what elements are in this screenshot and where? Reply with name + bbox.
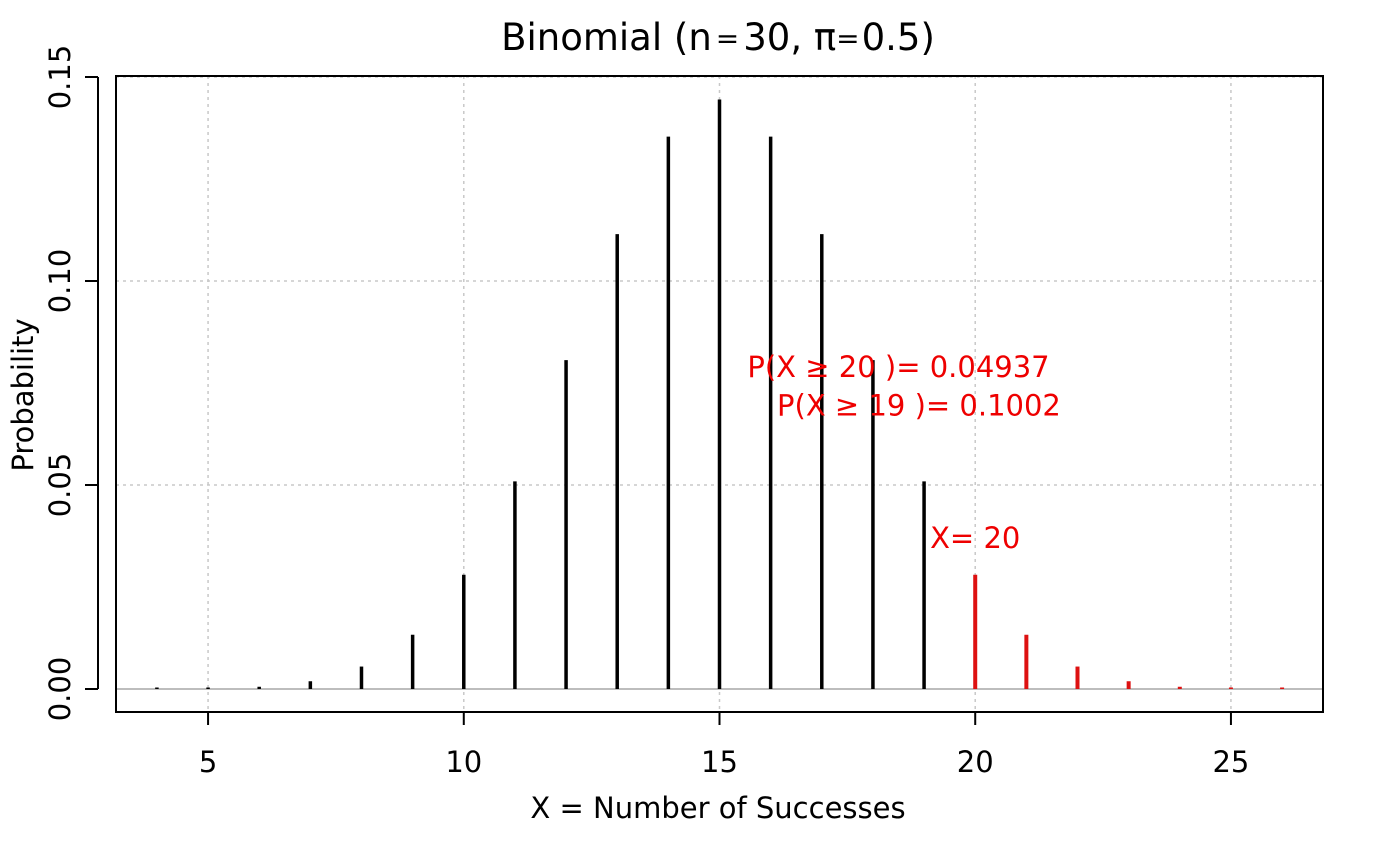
- x-axis-label: X = Number of Successes: [530, 791, 905, 825]
- probability-bars: [155, 99, 1285, 689]
- annotation-x-threshold: X= 20: [930, 521, 1020, 555]
- title-eq2: =: [836, 22, 859, 55]
- y-tick-label: 0.10: [43, 249, 77, 314]
- y-axis: 0.00 0.05 0.10 0.15: [43, 45, 99, 722]
- y-tick-label: 0.00: [43, 657, 77, 722]
- x-tick-label: 25: [1212, 745, 1249, 779]
- title-prefix: Binomial (n: [501, 16, 712, 59]
- x-tick-label: 10: [445, 745, 482, 779]
- x-tick-label: 15: [701, 745, 738, 779]
- annotation-p-ge-20: P(X ≥ 20 )= 0.04937: [747, 350, 1049, 384]
- chart-title: Binomial (n = 30, π=0.5): [501, 16, 935, 59]
- annotations: P(X ≥ 20 )= 0.04937 P(X ≥ 19 )= 0.1002 X…: [747, 350, 1061, 555]
- title-n: 30, π: [743, 16, 836, 59]
- title-eq1: =: [716, 22, 739, 55]
- x-tick-label: 5: [199, 745, 217, 779]
- x-axis: 5 10 15 20 25: [199, 711, 1249, 779]
- title-p: 0.5): [862, 16, 935, 59]
- annotation-p-ge-19: P(X ≥ 19 )= 0.1002: [777, 389, 1061, 423]
- y-tick-label: 0.05: [43, 453, 77, 518]
- x-tick-label: 20: [957, 745, 994, 779]
- y-tick-label: 0.15: [43, 45, 77, 110]
- y-axis-label: Probability: [6, 318, 40, 471]
